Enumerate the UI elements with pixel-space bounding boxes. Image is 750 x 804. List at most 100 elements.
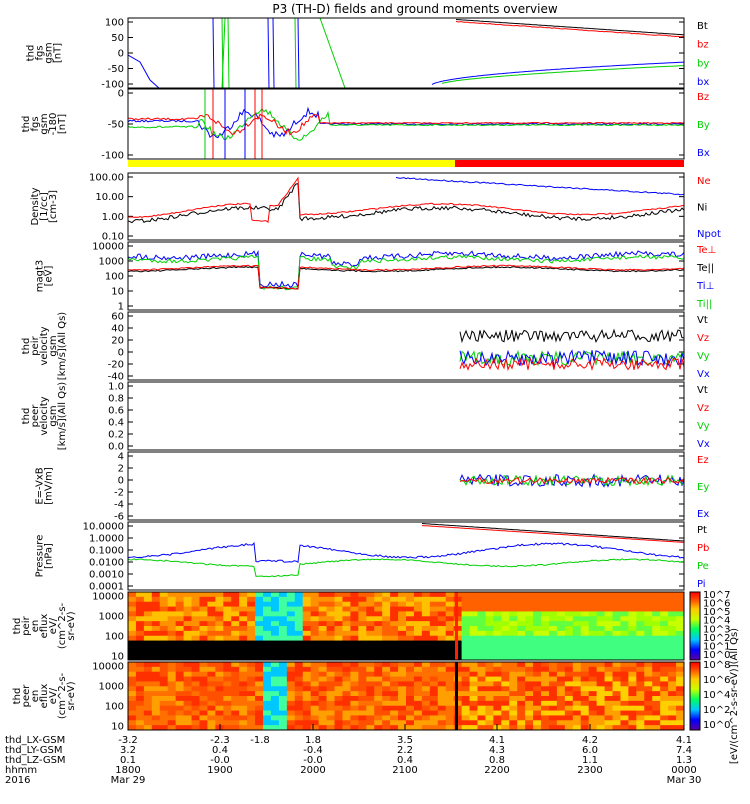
heat-cell <box>199 650 208 656</box>
colorbar-tick: 10^4 <box>703 616 730 627</box>
heat-cell <box>334 616 343 622</box>
heat-cell <box>485 650 494 656</box>
heat-cell <box>374 626 383 632</box>
heat-cell <box>676 662 685 668</box>
heat-cell <box>286 635 296 642</box>
heat-cell <box>318 626 328 632</box>
heat-cell <box>183 640 193 646</box>
heat-cell <box>255 596 264 603</box>
heat-cell <box>263 666 272 673</box>
heat-cell <box>286 700 296 707</box>
heat-cell <box>342 666 351 673</box>
heat-cell <box>429 686 439 692</box>
heat-cell <box>604 720 614 726</box>
ytick-label: 10 <box>111 287 124 298</box>
heat-cell <box>548 666 558 673</box>
heat-cell <box>398 681 407 687</box>
heat-cell <box>350 606 359 612</box>
heat-cell <box>135 705 145 712</box>
heat-cell <box>469 626 478 632</box>
ylabel-line: [nPa] <box>44 543 55 569</box>
heat-cell <box>445 596 455 603</box>
heat-cell <box>429 715 439 721</box>
heat-cell <box>310 676 320 682</box>
heat-cell <box>644 686 653 692</box>
heat-cell <box>604 710 614 716</box>
heat-cell <box>628 720 637 726</box>
heat-cell <box>501 710 510 716</box>
heat-cell <box>286 720 296 726</box>
heat-cell <box>247 700 256 707</box>
xrow-value: 1.3 <box>676 755 692 766</box>
heat-cell <box>445 691 455 697</box>
heat-cell <box>564 720 574 726</box>
heat-cell <box>437 626 447 632</box>
heat-cell <box>398 640 407 646</box>
heat-cell <box>366 671 375 678</box>
ytick-label: 10 <box>111 652 124 663</box>
heat-cell <box>151 700 161 707</box>
heat-cell <box>660 621 669 627</box>
heat-cell <box>231 655 240 661</box>
mode-bar-red <box>455 160 684 167</box>
heat-cell <box>334 626 343 632</box>
heat-cell <box>445 676 455 682</box>
heat-cell <box>151 596 161 603</box>
heat-cell <box>358 676 367 682</box>
xrow-value: 0000 <box>671 765 696 776</box>
heat-cell <box>636 630 645 637</box>
heat-cell <box>580 705 590 712</box>
heat-cell <box>294 705 304 712</box>
heat-cell <box>628 611 637 617</box>
legend-Pb: Pb <box>697 543 709 554</box>
heat-cell <box>541 616 550 622</box>
date-start: Mar 29 <box>111 775 146 786</box>
heat-cell <box>676 720 685 726</box>
heat-cell <box>564 710 574 716</box>
heat-cell <box>413 696 423 702</box>
heat-cell <box>533 666 542 673</box>
heat-cell <box>199 655 208 661</box>
heat-cell <box>270 666 280 673</box>
heat-cell <box>278 611 288 617</box>
heat-cell <box>604 635 614 642</box>
heat-cell <box>652 710 661 716</box>
colorbar-tick: 10^6 <box>703 675 730 686</box>
xrow-value: 0.4 <box>212 745 228 756</box>
heat-cell <box>676 626 685 632</box>
heat-cell <box>469 676 478 682</box>
heat-cell <box>485 666 494 673</box>
heat-cell <box>358 720 367 726</box>
heat-cell <box>548 655 558 661</box>
xrow-value: 0.1 <box>120 755 136 766</box>
heat-cell <box>421 676 431 682</box>
ytick-label: 1.00 <box>102 212 124 223</box>
heat-cell <box>255 611 264 617</box>
heat-cell <box>159 662 169 668</box>
panel-peer-eflux: thdpeerenefluxeV/(cm^2-s-sr-eV)100001000… <box>12 660 730 733</box>
heat-cell <box>421 640 431 646</box>
heat-cell <box>445 630 455 637</box>
heat-cell <box>493 645 502 651</box>
heat-cell <box>239 715 248 721</box>
heat-cell <box>429 662 439 668</box>
spike <box>294 18 297 88</box>
colorbar-tick: 10^1 <box>703 641 730 652</box>
heat-cell <box>191 676 200 682</box>
heat-cell <box>612 676 621 682</box>
heat-cell <box>270 725 280 731</box>
heat-cell <box>628 606 637 612</box>
heat-cell <box>263 691 272 697</box>
xrow-value: 6.0 <box>582 745 598 756</box>
xrow-value: 4.1 <box>489 735 505 746</box>
heat-cell <box>183 666 193 673</box>
ylabel-line: peir <box>21 615 32 635</box>
heat-cell <box>612 700 621 707</box>
heat-cell <box>596 696 606 702</box>
heat-cell <box>223 676 232 682</box>
heat-cell <box>358 662 367 668</box>
heat-cell <box>485 630 494 637</box>
ylabel-line: peir <box>30 335 41 355</box>
legend-Vy: Vy <box>697 351 710 362</box>
heat-cell <box>255 686 264 692</box>
